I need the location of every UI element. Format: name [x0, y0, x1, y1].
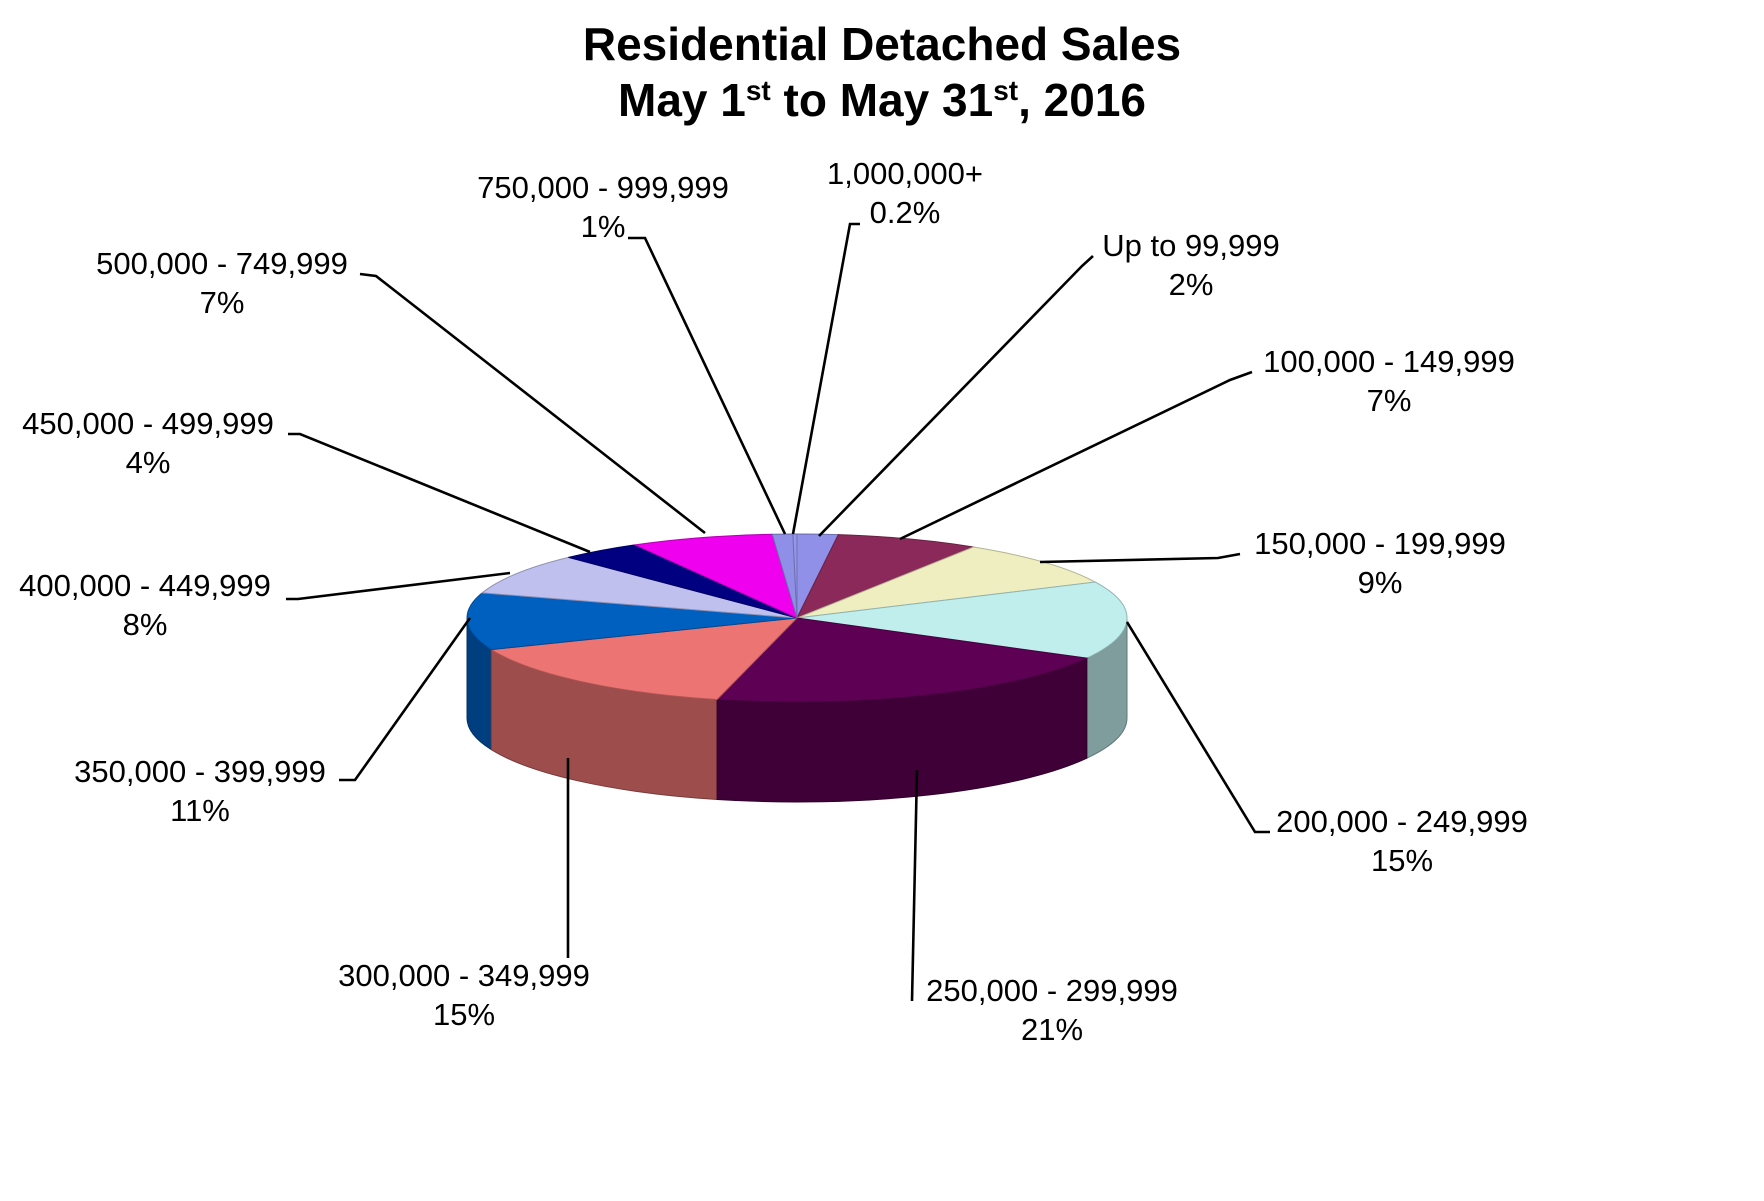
slice-value-200-000-249-999: 15%: [1371, 843, 1433, 878]
slice-value-400-000-449-999: 8%: [123, 607, 168, 642]
slice-value-450-000-499-999: 4%: [126, 445, 171, 480]
slice-value-250-000-299-999: 21%: [1021, 1012, 1083, 1047]
leader-750-000-999-999: [628, 236, 787, 535]
leader-1-000-000: [791, 222, 860, 535]
slice-label-up-to-99-999: Up to 99,999: [1102, 228, 1280, 263]
slice-value-1-000-000: 0.2%: [870, 195, 941, 230]
chart-title-line-2: May 1st to May 31st, 2016: [618, 74, 1146, 126]
slice-1-000-000: [792, 533, 798, 619]
leader-500-000-749-999: [359, 272, 706, 535]
pie-slices: [466, 533, 1128, 703]
leader-up-to-99-999: [818, 255, 1094, 537]
slice-value-100-000-149-999: 7%: [1367, 383, 1412, 418]
slice-label-400-000-449-999: 400,000 - 449,999: [19, 568, 271, 603]
slice-100-000-149-999: [795, 534, 976, 619]
slice-label-1-000-000: 1,000,000+: [827, 156, 983, 191]
slice-label-450-000-499-999: 450,000 - 499,999: [22, 406, 274, 441]
slice-value-350-000-399-999: 11%: [170, 793, 230, 828]
slice-label-750-000-999-999: 750,000 - 999,999: [477, 170, 729, 205]
leader-150-000-199-999: [1039, 552, 1241, 564]
leader-450-000-499-999: [288, 432, 591, 554]
slice-500-000-749-999: [632, 533, 798, 619]
title-text-part: , 2016: [1018, 74, 1146, 126]
leader-100-000-149-999: [899, 370, 1253, 541]
title-text-part: Residential Detached Sales: [583, 18, 1181, 70]
leader-400-000-449-999: [286, 571, 511, 601]
chart-title-line-1: Residential Detached Sales: [583, 18, 1181, 70]
leader-200-000-249-999: [1125, 621, 1270, 834]
slice-label-150-000-199-999: 150,000 - 199,999: [1254, 526, 1506, 561]
slice-label-350-000-399-999: 350,000 - 399,999: [74, 754, 326, 789]
slice-labels: Up to 99,999 2% 100,000 - 149,999 7% 150,000…: [19, 156, 1528, 1047]
slice-value-300-000-349-999: 15%: [433, 997, 495, 1032]
slice-label-200-000-249-999: 200,000 - 249,999: [1276, 804, 1528, 839]
slice-400-000-449-999: [480, 556, 798, 619]
slice-label-300-000-349-999: 300,000 - 349,999: [338, 958, 590, 993]
slice-value-500-000-749-999: 7%: [200, 285, 245, 320]
slice-label-250-000-299-999: 250,000 - 299,999: [926, 973, 1178, 1008]
leader-250-000-299-999: [910, 769, 919, 1002]
slice-label-500-000-749-999: 500,000 - 749,999: [96, 246, 348, 281]
slice-value-750-000-999-999: 1%: [581, 209, 626, 244]
leader-lines: [286, 222, 1270, 1002]
slice-250-000-299-999: [715, 617, 1089, 703]
leader-350-000-399-999: [339, 617, 472, 782]
title-superscript: st: [746, 75, 771, 106]
slice-300-000-349-999: [489, 617, 799, 701]
pie-side-walls: [466, 617, 1128, 803]
title-text-part: to May 31: [771, 74, 993, 126]
title-superscript: st: [993, 75, 1018, 106]
slice-value-up-to-99-999: 2%: [1169, 267, 1214, 302]
slice-value-150-000-199-999: 9%: [1358, 565, 1403, 600]
title-text-part: May 1: [618, 74, 746, 126]
slice-label-100-000-149-999: 100,000 - 149,999: [1263, 344, 1515, 379]
slice-200-000-249-999: [796, 581, 1128, 659]
